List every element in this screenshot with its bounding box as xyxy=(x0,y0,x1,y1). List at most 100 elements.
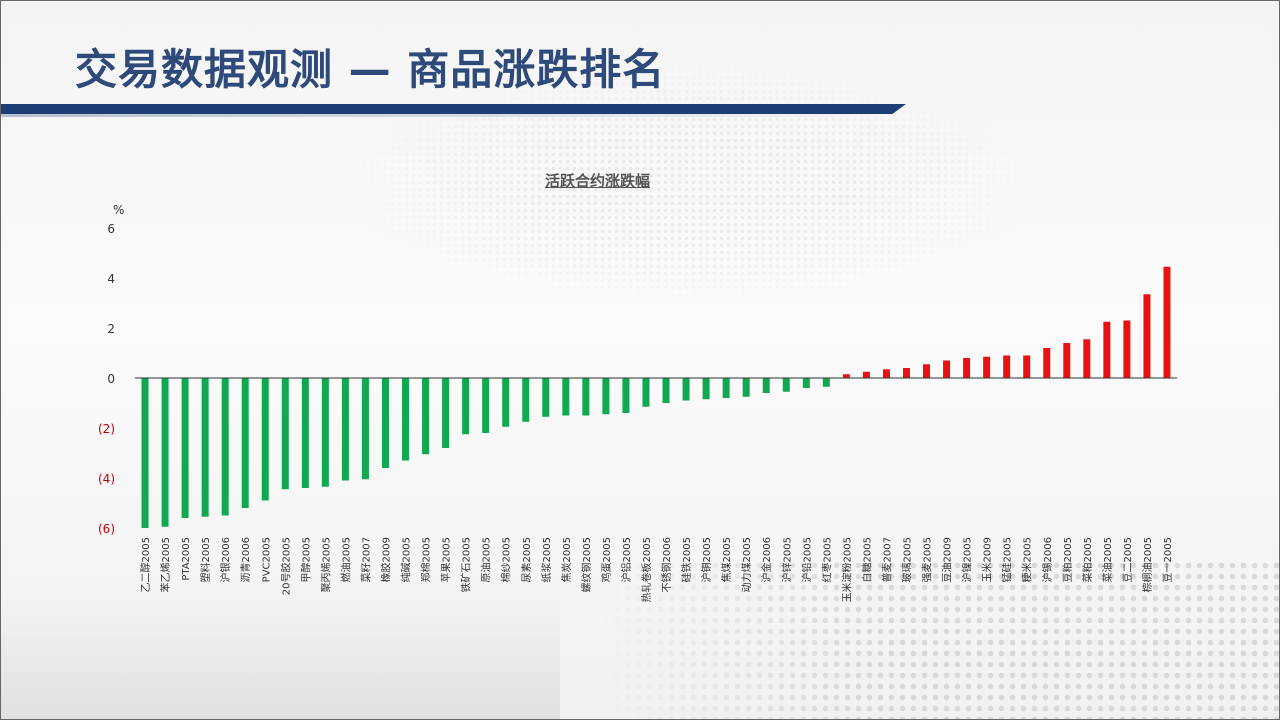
x-tick-label: 豆粕2005 xyxy=(1061,537,1074,582)
bar xyxy=(862,371,870,378)
x-tick-label: 沥青2006 xyxy=(239,537,252,582)
y-axis-unit-label: % xyxy=(113,203,124,217)
bar xyxy=(943,360,951,378)
bar xyxy=(542,378,550,417)
x-tick-label: 棉纱2005 xyxy=(500,537,513,582)
x-tick-label: 玉米淀粉2005 xyxy=(840,537,853,602)
bar xyxy=(882,369,890,378)
bar xyxy=(522,378,530,422)
bar xyxy=(702,378,710,400)
bar xyxy=(622,378,630,413)
bar xyxy=(742,378,750,397)
x-tick-label: 纸浆2005 xyxy=(540,537,553,582)
bar xyxy=(582,378,590,416)
x-tick-label: 白糖2005 xyxy=(860,537,873,582)
x-tick-label: 原油2005 xyxy=(480,537,493,582)
bar xyxy=(1083,339,1091,378)
bar xyxy=(181,378,189,518)
y-tick-label: 4 xyxy=(107,272,115,286)
bar xyxy=(762,378,770,393)
x-tick-label: 豆油2009 xyxy=(941,537,954,582)
x-tick-label: 菜油2005 xyxy=(1101,537,1114,582)
x-tick-label: 玻璃2005 xyxy=(900,537,913,582)
x-tick-label: 硅铁2005 xyxy=(680,537,693,582)
title-underline-shadow xyxy=(0,114,906,117)
dot-pattern-background xyxy=(600,560,1280,720)
x-tick-label: 沪铅2005 xyxy=(800,537,813,582)
bar xyxy=(442,378,450,448)
x-tick-label: 沪铜2005 xyxy=(700,537,713,582)
bar xyxy=(381,378,389,468)
bar xyxy=(923,364,931,378)
x-tick-label: 动力煤2005 xyxy=(740,537,753,592)
bar xyxy=(462,378,470,435)
x-tick-label: 沪铝2005 xyxy=(620,537,633,582)
bar xyxy=(402,378,410,461)
title-underline-bar xyxy=(0,104,906,114)
bar xyxy=(722,378,730,398)
bar xyxy=(602,378,610,415)
bar xyxy=(902,368,910,378)
x-tick-label: 豆二2005 xyxy=(1122,537,1134,582)
x-tick-label: 铁矿石2005 xyxy=(460,537,473,592)
bar xyxy=(1063,343,1071,378)
bar xyxy=(642,378,650,407)
bar xyxy=(281,378,289,490)
bar xyxy=(141,378,149,528)
x-tick-label: 菜籽2007 xyxy=(360,537,372,582)
x-tick-label: 20号胶2005 xyxy=(279,537,292,595)
x-tick-label: 鸡蛋2005 xyxy=(600,537,613,582)
x-tick-label: 焦煤2005 xyxy=(720,537,733,582)
x-tick-label: 郑棉2005 xyxy=(420,537,433,582)
bar xyxy=(963,358,971,378)
bar xyxy=(782,378,790,392)
city-skyline-background xyxy=(0,590,560,720)
x-tick-label: 苯乙烯2005 xyxy=(159,537,172,592)
bar xyxy=(1143,294,1151,378)
chart-title: 活跃合约涨跌幅 xyxy=(544,172,650,190)
bar xyxy=(1003,355,1011,378)
bar xyxy=(983,356,991,378)
bar xyxy=(301,378,309,488)
x-tick-label: 红枣2005 xyxy=(820,537,833,582)
x-tick-label: 豆一2005 xyxy=(1162,537,1174,582)
x-tick-label: 乙二醇2005 xyxy=(139,537,152,592)
x-tick-label: 尿素2005 xyxy=(520,537,533,582)
x-tick-label: 锰硅2005 xyxy=(1001,537,1014,582)
bar xyxy=(682,378,690,401)
x-tick-label: 塑料2005 xyxy=(199,537,212,582)
x-tick-label: 沪锌2005 xyxy=(780,537,793,582)
x-tick-label: 焦炭2005 xyxy=(560,537,573,582)
y-tick-label: 0 xyxy=(107,372,115,386)
x-tick-label: 玉米2009 xyxy=(981,537,994,582)
world-map-background xyxy=(340,60,1040,310)
bar xyxy=(842,374,850,378)
x-tick-label: 普麦2007 xyxy=(880,537,893,582)
x-tick-label: 沪银2006 xyxy=(219,537,232,582)
bar xyxy=(422,378,430,455)
y-tick-label: (6) xyxy=(98,522,115,536)
bar xyxy=(1163,266,1171,378)
bar xyxy=(822,378,830,387)
y-tick-label: 6 xyxy=(107,222,115,236)
bar xyxy=(1123,320,1131,378)
y-tick-label: 2 xyxy=(107,322,115,336)
bar xyxy=(802,378,810,388)
x-tick-label: 沪镍2005 xyxy=(961,537,974,582)
x-tick-label: 聚丙烯2005 xyxy=(319,537,332,592)
x-tick-label: 橡胶2009 xyxy=(379,537,392,582)
slide-title: 交易数据观测 — 商品涨跌排名 xyxy=(75,45,666,94)
bar xyxy=(361,378,369,480)
bar xyxy=(562,378,570,416)
bar xyxy=(261,378,269,501)
y-tick-label: (4) xyxy=(98,472,115,486)
x-tick-label: 热轧卷板2005 xyxy=(640,537,653,602)
x-tick-label: 强麦2005 xyxy=(922,537,934,582)
bar xyxy=(341,378,349,481)
x-tick-label: 甲醇2005 xyxy=(299,537,312,582)
bar xyxy=(1023,355,1031,378)
x-tick-label: 沪金2006 xyxy=(760,537,773,582)
bar xyxy=(241,378,249,508)
x-tick-label: 沪锡2006 xyxy=(1041,537,1054,582)
x-tick-label: 不锈钢2006 xyxy=(660,537,673,592)
